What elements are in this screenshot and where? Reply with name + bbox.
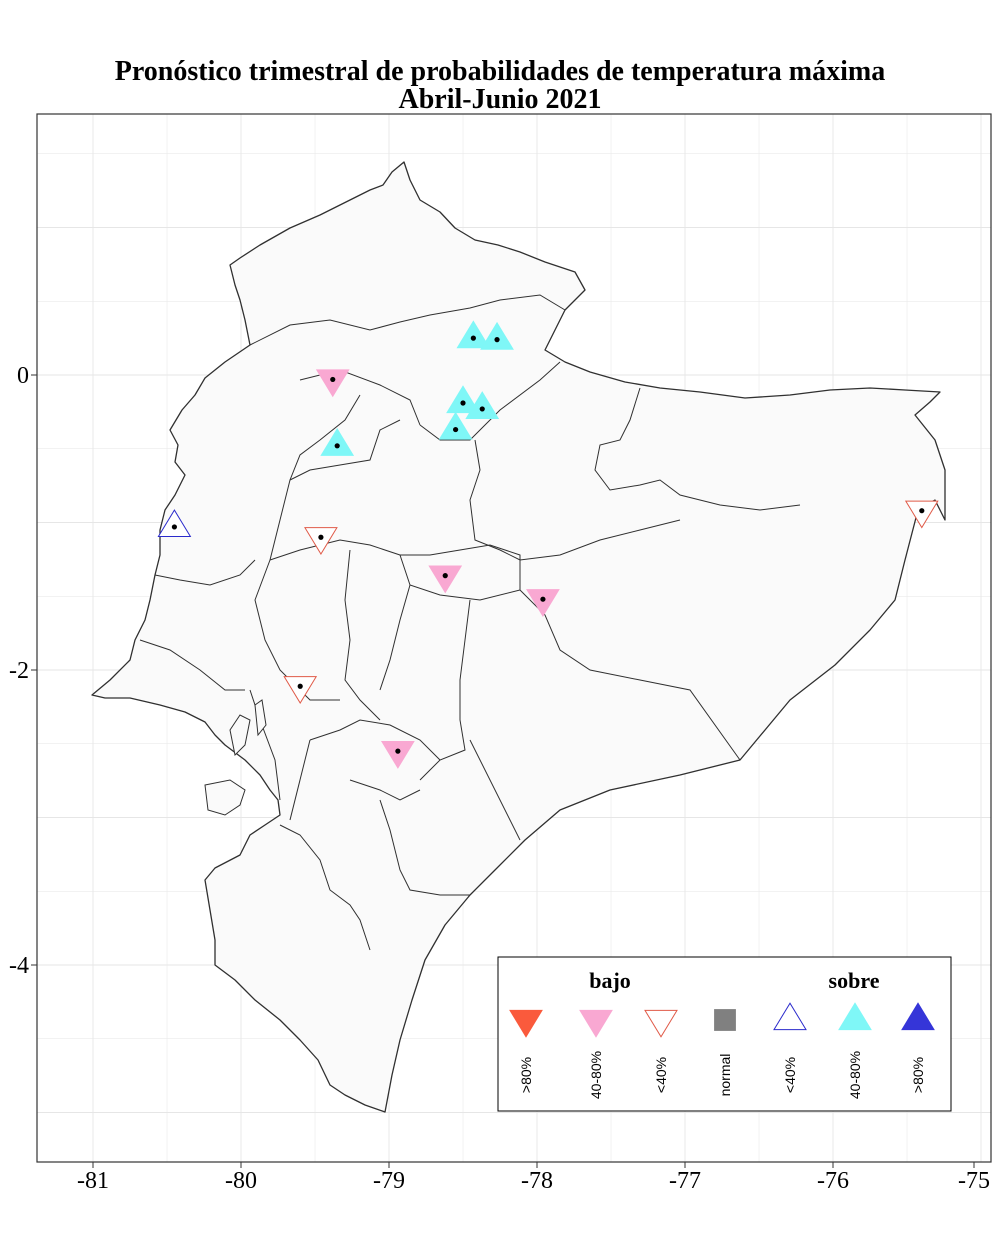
station-marker — [526, 589, 560, 617]
legend-symbol — [773, 1002, 807, 1031]
x-tick-label: -79 — [373, 1168, 405, 1194]
station-marker — [438, 411, 473, 440]
legend-symbol — [838, 1002, 872, 1031]
station-dot — [395, 748, 401, 754]
legend-symbol — [509, 1009, 543, 1038]
legend-label: >80% — [518, 1057, 534, 1093]
province-borders — [139, 294, 801, 951]
station-marker — [283, 676, 318, 704]
legend-bajo-heading: bajo — [589, 968, 631, 993]
x-tick-label: -78 — [521, 1168, 553, 1194]
y-axis: 0 -2 -4 — [9, 363, 37, 979]
x-tick-label: -80 — [225, 1168, 257, 1194]
station-marker — [446, 385, 480, 414]
station-dot — [318, 534, 324, 540]
station-marker — [304, 527, 338, 556]
legend-label: <40% — [653, 1057, 669, 1093]
station-dot — [171, 524, 177, 530]
x-tick-label: -81 — [77, 1168, 109, 1194]
station-dot — [470, 335, 476, 341]
legend-sobre-heading: sobre — [829, 968, 880, 993]
station-dot — [494, 337, 500, 343]
legend-label: <40% — [782, 1057, 798, 1093]
legend-label: 40-80% — [847, 1051, 863, 1099]
legend-symbol — [714, 1009, 736, 1031]
x-tick-label: -77 — [669, 1168, 701, 1194]
legend-symbol — [644, 1009, 678, 1038]
map-title: Pronóstico trimestral de probabilidades … — [114, 56, 886, 87]
station-dot — [919, 508, 925, 514]
x-axis: -81 -80 -79 -78 -77 -76 -75 — [77, 1162, 990, 1194]
y-tick-label: -4 — [9, 953, 29, 979]
panel-border — [36, 113, 992, 1163]
station-marker — [380, 741, 415, 769]
legend-label: >80% — [910, 1057, 926, 1093]
station-dot — [442, 573, 448, 579]
station-marker — [428, 565, 463, 594]
station-marker — [315, 369, 350, 398]
station-dot — [334, 443, 340, 449]
station-dot — [297, 683, 303, 689]
station-markers — [157, 320, 939, 769]
gulf-islands — [204, 699, 267, 816]
map-subtitle: Abril-Junio 2021 — [398, 84, 602, 115]
legend-symbol — [579, 1009, 613, 1038]
station-marker — [157, 509, 192, 538]
station-dot — [540, 596, 546, 602]
station-dot — [460, 400, 466, 406]
station-marker — [904, 500, 939, 529]
station-marker — [465, 391, 500, 420]
x-tick-label: -76 — [817, 1168, 849, 1194]
legend-label: 40-80% — [588, 1051, 604, 1099]
station-marker — [480, 321, 514, 350]
station-dot — [453, 426, 459, 433]
legend-label: normal — [717, 1054, 733, 1097]
station-marker — [320, 428, 355, 456]
y-tick-label: -2 — [9, 658, 29, 684]
y-tick-label: 0 — [17, 363, 29, 389]
station-dot — [330, 376, 336, 383]
country-ecuador — [91, 161, 946, 1113]
legend-symbol — [901, 1002, 935, 1031]
station-dot — [479, 406, 485, 412]
station-marker — [456, 320, 491, 349]
legend-box — [497, 956, 952, 1112]
legend: bajo sobre >80% 40-80% <40% normal <40% 40-80… — [497, 956, 952, 1112]
x-tick-label: -75 — [958, 1168, 990, 1194]
